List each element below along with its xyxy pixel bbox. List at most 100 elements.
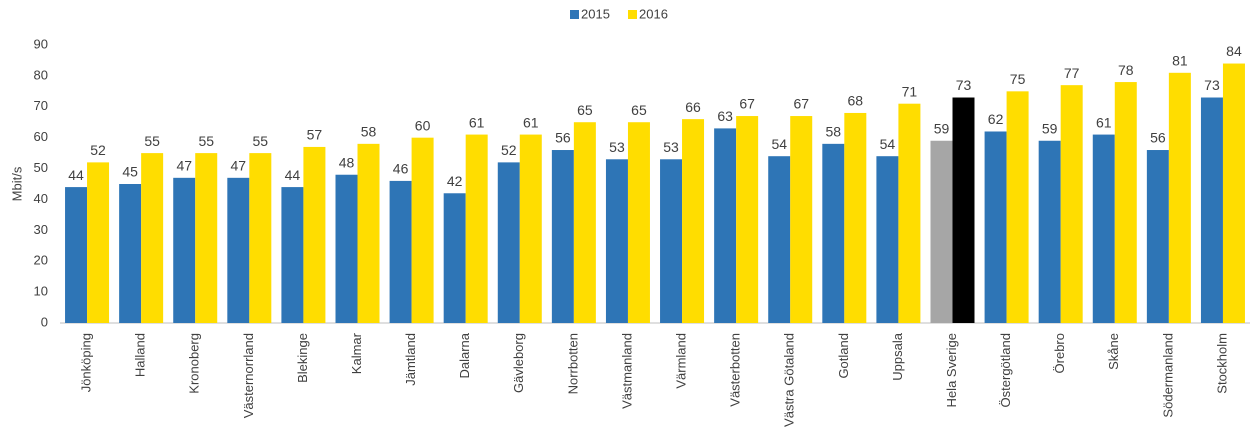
bar	[790, 116, 813, 324]
data-label: 61	[469, 114, 485, 130]
data-label: 73	[956, 77, 972, 93]
bar	[335, 174, 358, 323]
data-label: 68	[848, 93, 864, 109]
x-tick-label: Södermanland	[1160, 333, 1175, 418]
data-label: 56	[555, 130, 571, 146]
data-label: 55	[198, 133, 214, 149]
x-tick-label: Västernorrland	[241, 333, 256, 418]
y-tick-label: 40	[34, 191, 48, 206]
bar	[573, 122, 596, 323]
x-tick-label: Stockholm	[1214, 333, 1229, 394]
x-tick-label: Uppsala	[890, 332, 905, 380]
data-label: 63	[717, 108, 733, 124]
data-label: 45	[122, 164, 138, 180]
data-label: 53	[663, 139, 679, 155]
data-label: 84	[1226, 43, 1242, 59]
data-label: 61	[1096, 114, 1112, 130]
x-tick-label: Hela Sverige	[944, 333, 959, 407]
bar	[195, 153, 218, 323]
x-tick-label: Halland	[133, 333, 148, 377]
y-tick-label: 0	[41, 314, 48, 329]
y-tick-label: 50	[34, 160, 48, 175]
bar	[714, 128, 737, 323]
bar	[605, 159, 628, 323]
bar	[519, 134, 542, 323]
y-tick-label: 60	[34, 129, 48, 144]
data-label: 77	[1064, 65, 1080, 81]
legend-swatch	[628, 10, 637, 19]
bar	[249, 153, 272, 323]
x-tick-label: Västerbotten	[728, 333, 743, 407]
bar	[87, 162, 110, 323]
y-tick-label: 30	[34, 222, 48, 237]
data-label: 44	[285, 167, 301, 183]
bar	[141, 153, 164, 323]
data-label: 42	[447, 173, 463, 189]
bar	[65, 187, 88, 323]
y-tick-label: 10	[34, 284, 48, 299]
bar	[1038, 140, 1061, 323]
y-tick-label: 20	[34, 253, 48, 268]
x-tick-label: Gävleborg	[511, 333, 526, 393]
data-label: 66	[685, 99, 701, 115]
data-label: 59	[934, 120, 950, 136]
bar	[1092, 134, 1115, 323]
bar	[119, 184, 142, 323]
data-label: 67	[739, 96, 755, 112]
x-tick-label: Västra Götaland	[782, 333, 797, 427]
x-tick-label: Örebro	[1052, 333, 1067, 373]
data-label: 73	[1204, 77, 1220, 93]
bar	[443, 193, 466, 323]
bar	[551, 150, 574, 323]
bar	[1200, 97, 1223, 323]
bar	[389, 180, 412, 323]
data-label: 71	[902, 83, 918, 99]
data-label: 47	[176, 158, 192, 174]
bar	[497, 162, 520, 323]
bar	[844, 112, 867, 323]
bar	[682, 119, 705, 323]
bar	[876, 156, 899, 323]
x-tick-label: Blekinge	[295, 333, 310, 383]
bar	[660, 159, 683, 323]
bar	[952, 97, 975, 323]
bar	[281, 187, 304, 323]
y-tick-label: 70	[34, 98, 48, 113]
x-tick-label: Östergötland	[998, 333, 1013, 407]
data-label: 57	[307, 127, 323, 143]
bar	[411, 137, 434, 323]
data-label: 81	[1172, 53, 1188, 69]
bar	[303, 146, 326, 323]
data-label: 58	[826, 124, 842, 140]
data-label: 67	[793, 96, 809, 112]
bar	[822, 143, 845, 323]
data-label: 78	[1118, 62, 1134, 78]
x-tick-label: Kronoberg	[187, 333, 202, 394]
data-label: 46	[393, 161, 409, 177]
bar	[1146, 150, 1169, 323]
data-label: 55	[144, 133, 160, 149]
bar	[1006, 91, 1029, 323]
data-label: 52	[501, 142, 517, 158]
data-label: 54	[880, 136, 896, 152]
bar	[1060, 85, 1083, 324]
data-label: 55	[253, 133, 269, 149]
data-label: 48	[339, 154, 355, 170]
data-label: 65	[577, 102, 593, 118]
bar	[357, 143, 380, 323]
data-label: 54	[771, 136, 787, 152]
x-tick-label: Skåne	[1106, 333, 1121, 370]
bar	[984, 131, 1007, 323]
y-tick-label: 80	[34, 67, 48, 82]
legend-label: 2016	[639, 6, 668, 21]
x-tick-label: Jönköping	[78, 333, 93, 392]
x-tick-label: Dalarna	[457, 332, 472, 378]
bar	[1114, 82, 1137, 323]
data-label: 58	[361, 124, 377, 140]
x-tick-label: Gotland	[836, 333, 851, 379]
bar	[930, 140, 953, 323]
bar	[465, 134, 488, 323]
bar	[736, 116, 759, 324]
x-tick-label: Jämtland	[403, 333, 418, 386]
